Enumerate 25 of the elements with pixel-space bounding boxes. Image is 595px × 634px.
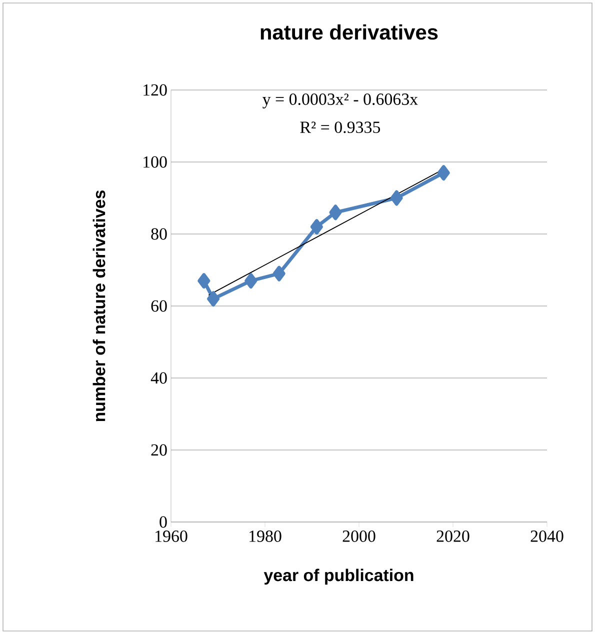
point: [272, 266, 286, 282]
y-tick-label: 60: [151, 300, 167, 312]
x-tick-label: 2000: [342, 530, 376, 542]
point: [390, 190, 403, 206]
point: [207, 291, 220, 307]
x-axis-title: year of publication: [264, 568, 414, 585]
chart-title: nature derivatives: [260, 24, 438, 40]
point: [244, 273, 258, 289]
annotation: R² = 0.9335: [300, 122, 380, 134]
y-axis-title: number of nature derivatives: [92, 190, 106, 422]
y-tick-label: 80: [151, 228, 167, 240]
y-tick-label: 40: [150, 372, 167, 384]
y-tick-label: 100: [144, 156, 167, 168]
x-tick-label: 1960: [156, 530, 188, 542]
x-tick-label: 2040: [530, 530, 564, 542]
y-tick-label: 120: [144, 84, 167, 96]
x-tick-label: 2020: [436, 530, 470, 542]
point: [310, 219, 323, 235]
annotation: y = 0.0003x² - 0.6063x: [262, 94, 418, 108]
x-tick-label: 1980: [250, 530, 282, 542]
y-tick-label: 0: [160, 516, 167, 528]
point: [329, 204, 342, 220]
point: [198, 273, 210, 289]
point: [437, 165, 450, 181]
y-tick-label: 20: [151, 444, 167, 456]
